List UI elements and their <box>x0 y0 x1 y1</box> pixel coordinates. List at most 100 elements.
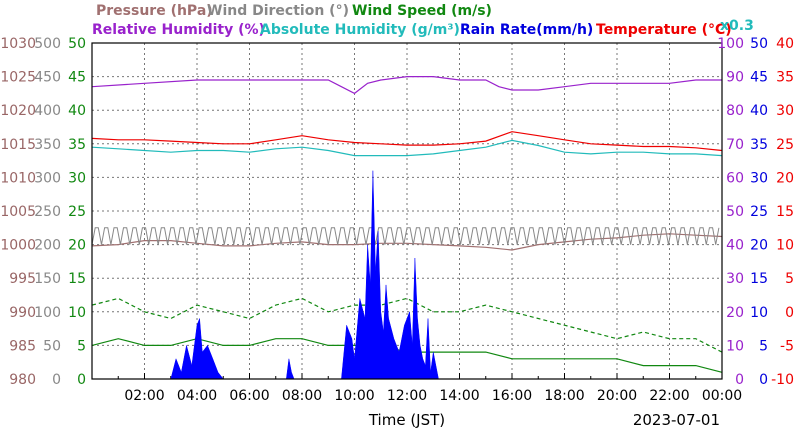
x-tick-label: 12:00 <box>387 388 427 404</box>
tick-label-wind-speed: 40 <box>68 103 86 119</box>
x-tick-label: 14:00 <box>439 388 479 404</box>
series-pressure <box>91 233 723 251</box>
tick-label-rain: 0 <box>759 372 768 388</box>
tick-label-wind-speed: 20 <box>68 238 86 254</box>
tick-label-pressure: 1025 <box>0 70 36 86</box>
tick-label-wind-speed: 15 <box>68 271 86 287</box>
tick-label-temperature: 5 <box>785 271 794 287</box>
legend-entry: Wind Direction (°) <box>207 3 349 19</box>
tick-label-temperature: 10 <box>776 238 794 254</box>
tick-label-humidity: 100 <box>717 36 744 52</box>
tick-label-rain: 40 <box>750 103 768 119</box>
series-rain-rate <box>92 170 722 380</box>
tick-label-humidity: 40 <box>726 238 744 254</box>
tick-label-wind-speed: 5 <box>77 338 86 354</box>
series-layer <box>91 76 723 380</box>
x-tick-label: 10:00 <box>334 388 374 404</box>
tick-label-humidity: 70 <box>726 137 744 153</box>
tick-label-wind-speed: 45 <box>68 70 86 86</box>
tick-label-pressure: 1005 <box>0 204 36 220</box>
right-axes: 1009080706050403020100504540353025201510… <box>717 36 794 388</box>
tick-label-rain: 20 <box>750 238 768 254</box>
x-tick-label: 08:00 <box>282 388 322 404</box>
x-tick-label: 06:00 <box>229 388 269 404</box>
series-absolute-humidity-x0-3 <box>91 139 723 157</box>
tick-label-rain: 50 <box>750 36 768 52</box>
tick-label-rain: 5 <box>759 338 768 354</box>
x-tick-label: 04:00 <box>177 388 217 404</box>
x-tick-label: 00:00 <box>702 388 742 404</box>
tick-label-humidity: 20 <box>726 305 744 321</box>
x-axis: 02:00 04:00 06:00 08:00 10:00 12:00 14:00 16:00… <box>124 388 742 404</box>
tick-label-wind-direction: 50 <box>43 338 61 354</box>
tick-label-wind-direction: 200 <box>34 238 61 254</box>
x-tick-label: 18:00 <box>544 388 584 404</box>
tick-label-temperature: 30 <box>776 103 794 119</box>
tick-label-pressure: 1000 <box>0 238 36 254</box>
tick-label-wind-direction: 150 <box>34 271 61 287</box>
tick-label-wind-speed: 35 <box>68 137 86 153</box>
tick-label-wind-direction: 0 <box>52 372 61 388</box>
absolute-humidity-scale-note: x0.3 <box>720 18 754 34</box>
tick-label-wind-speed: 25 <box>68 204 86 220</box>
tick-label-humidity: 0 <box>735 372 744 388</box>
tick-label-humidity: 60 <box>726 170 744 186</box>
tick-label-wind-direction: 450 <box>34 70 61 86</box>
tick-label-humidity: 90 <box>726 70 744 86</box>
tick-label-temperature: 15 <box>776 204 794 220</box>
plot-frame <box>91 42 723 380</box>
tick-label-rain: 30 <box>750 170 768 186</box>
tick-label-wind-speed: 50 <box>68 36 86 52</box>
tick-label-wind-direction: 100 <box>34 305 61 321</box>
legend-entry: Relative Humidity (%) <box>92 22 265 38</box>
tick-label-rain: 45 <box>750 70 768 86</box>
tick-label-temperature: -10 <box>771 372 794 388</box>
tick-label-rain: 35 <box>750 137 768 153</box>
x-tick-label: 16:00 <box>492 388 532 404</box>
legend-entry: Absolute Humidity (g/m³) <box>260 22 460 38</box>
tick-label-pressure: 1015 <box>0 137 36 153</box>
tick-label-humidity: 10 <box>726 338 744 354</box>
series-relative-humidity <box>91 76 722 95</box>
tick-label-pressure: 1030 <box>0 36 36 52</box>
tick-label-temperature: 0 <box>785 305 794 321</box>
x-tick-label: 02:00 <box>124 388 164 404</box>
tick-label-rain: 25 <box>750 204 768 220</box>
tick-label-humidity: 50 <box>726 204 744 220</box>
tick-label-wind-direction: 500 <box>34 36 61 52</box>
legend: Pressure (hPa)Wind Direction (°) Wind Spe… <box>92 3 732 38</box>
tick-label-humidity: 80 <box>726 103 744 119</box>
tick-label-temperature: 20 <box>776 170 794 186</box>
tick-label-temperature: 25 <box>776 137 794 153</box>
tick-label-pressure: 990 <box>9 305 36 321</box>
tick-label-pressure: 1010 <box>0 170 36 186</box>
legend-entry: Pressure (hPa) <box>96 3 213 19</box>
series-wind-direction <box>91 227 720 245</box>
left-axes: 1030102510201015101010051000995990985980… <box>0 36 86 388</box>
tick-label-humidity: 30 <box>726 271 744 287</box>
tick-label-rain: 10 <box>750 305 768 321</box>
legend-entry: Rain Rate(mm/h) <box>460 22 593 38</box>
tick-label-wind-direction: 250 <box>34 204 61 220</box>
date-label: 2023-07-01 <box>633 411 720 429</box>
x-tick-label: 20:00 <box>597 388 637 404</box>
tick-label-wind-direction: 300 <box>34 170 61 186</box>
tick-label-wind-speed: 30 <box>68 170 86 186</box>
tick-label-temperature: -5 <box>780 338 794 354</box>
tick-label-temperature: 35 <box>776 70 794 86</box>
x-tick-label: 22:00 <box>649 388 689 404</box>
tick-label-pressure: 1020 <box>0 103 36 119</box>
legend-entry: Wind Speed (m/s) <box>352 3 492 19</box>
tick-label-wind-direction: 350 <box>34 137 61 153</box>
tick-label-temperature: 40 <box>776 36 794 52</box>
x-axis-label: Time (JST) <box>368 411 445 429</box>
tick-label-pressure: 985 <box>9 338 36 354</box>
legend-entry: Temperature (°C) <box>596 22 732 38</box>
tick-label-wind-direction: 400 <box>34 103 61 119</box>
tick-label-rain: 15 <box>750 271 768 287</box>
tick-label-pressure: 980 <box>9 372 36 388</box>
series-wind-speed-gust <box>91 297 723 353</box>
series-temperature <box>91 131 723 152</box>
tick-label-pressure: 995 <box>9 271 36 287</box>
